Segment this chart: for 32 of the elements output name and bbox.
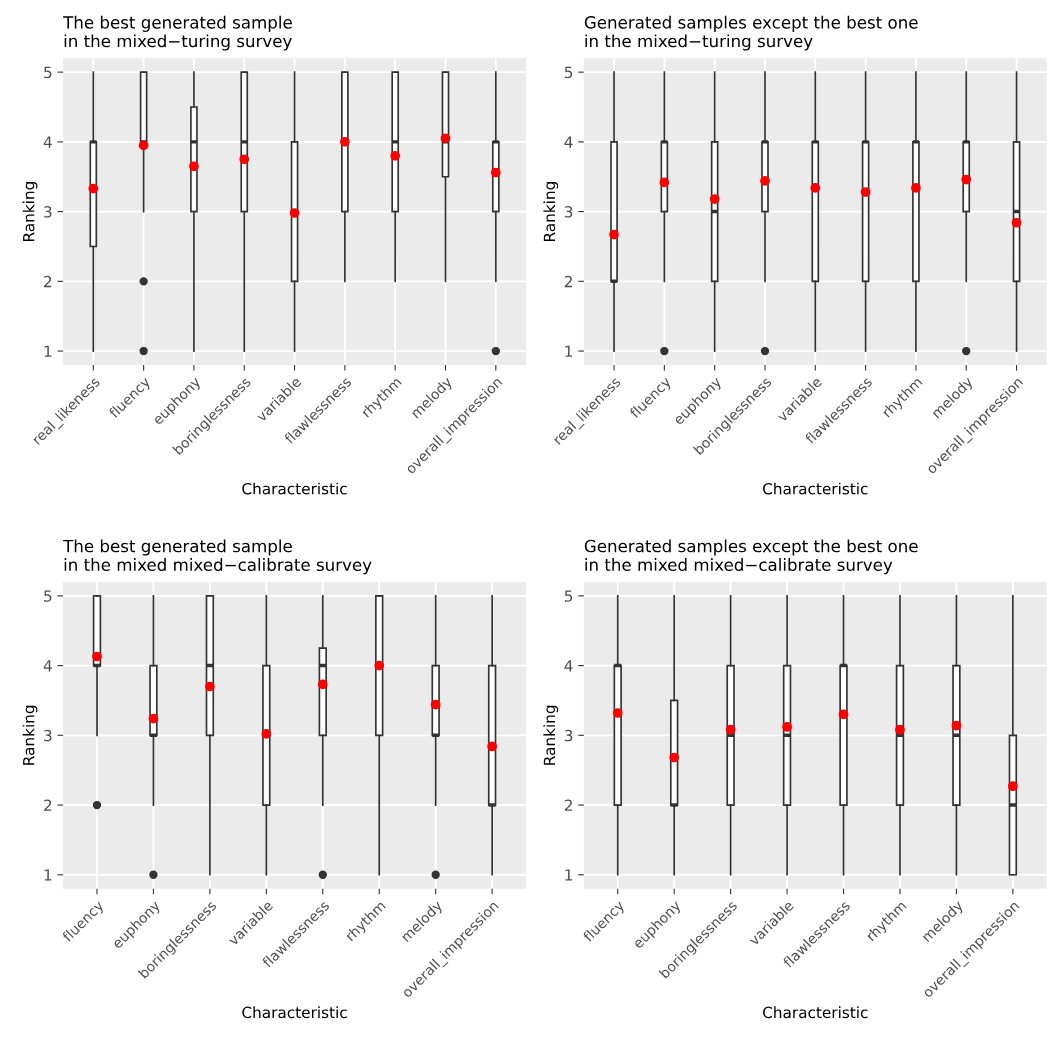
x-axis-title: Characteristic — [242, 1006, 347, 1019]
x-axis-title: Characteristic — [242, 482, 347, 495]
y-tick-label: 5 — [44, 66, 52, 79]
y-axis-title: Ranking — [22, 705, 38, 765]
y-tick-label: 5 — [44, 590, 52, 602]
y-tick-label: 3 — [44, 206, 52, 218]
y-tick-label: 2 — [564, 275, 572, 288]
chart-title: The best generated sample in the mixed mixed−calibrate survey — [63, 539, 372, 575]
y-tick-label: 1 — [565, 345, 573, 357]
y-axis-title: Ranking — [543, 182, 559, 241]
y-tick-label: 4 — [43, 136, 52, 148]
y-tick-label: 1 — [44, 869, 52, 881]
y-axis-title: Ranking — [543, 705, 559, 765]
x-axis-title: Characteristic — [763, 482, 868, 495]
y-axis-title: Ranking — [22, 182, 38, 241]
y-tick-label: 2 — [44, 799, 52, 811]
chart-title: The best generated sample in the mixed−turing survey — [63, 15, 292, 51]
y-tick-label: 4 — [564, 660, 573, 672]
y-tick-label: 2 — [564, 799, 572, 811]
x-axis-title: Characteristic — [763, 1006, 868, 1019]
y-tick-label: 3 — [564, 206, 573, 218]
y-tick-label: 1 — [44, 345, 52, 357]
y-tick-label: 4 — [43, 660, 52, 672]
y-tick-label: 5 — [564, 590, 573, 602]
chart-title: Generated samples except the best one in the mixed mixed−calibrate survey — [584, 539, 918, 575]
y-tick-label: 3 — [44, 729, 52, 742]
chart-title: Generated samples except the best one in the mixed−turing survey — [584, 15, 918, 51]
y-tick-label: 4 — [564, 136, 573, 148]
y-tick-label: 2 — [44, 275, 52, 288]
y-tick-label: 1 — [565, 869, 573, 881]
y-tick-label: 5 — [564, 66, 573, 79]
y-tick-label: 3 — [564, 729, 573, 742]
